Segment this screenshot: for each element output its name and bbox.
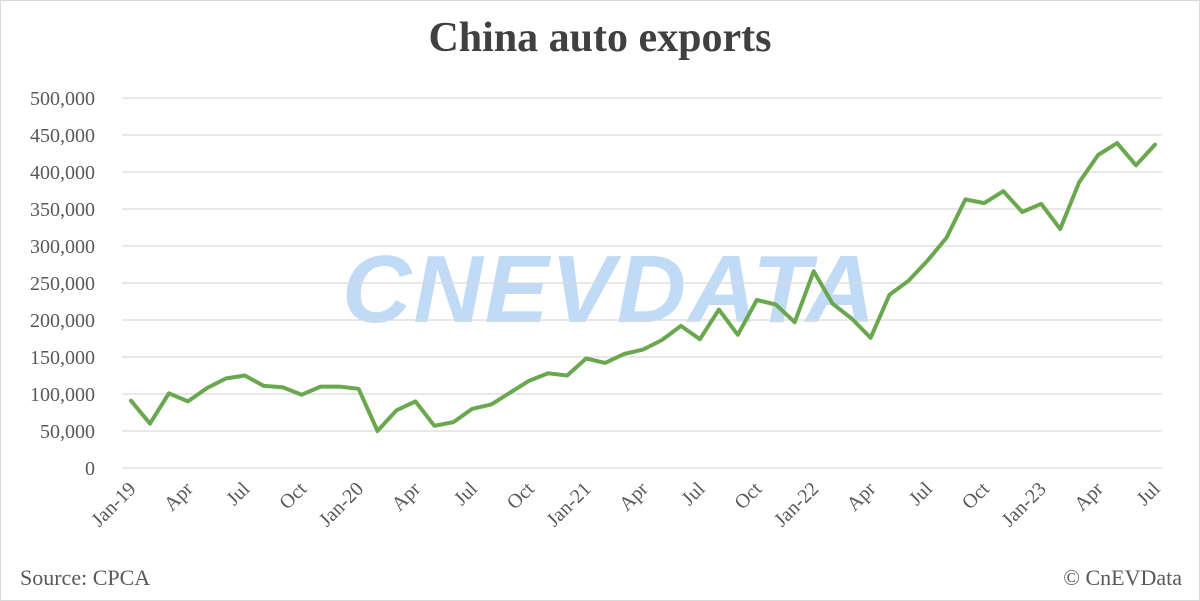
x-tick-label: Jan-20 [315, 478, 368, 531]
x-tick-label: Oct [275, 478, 311, 514]
x-tick-label: Apr [843, 478, 881, 516]
x-tick-label: Jul [677, 478, 709, 510]
series-line [129, 141, 1157, 433]
x-tick-label: Jul [905, 478, 937, 510]
x-tick-label: Oct [730, 478, 766, 514]
x-tick-label: Oct [503, 478, 539, 514]
y-tick-label: 200,000 [30, 310, 95, 332]
x-tick-label: Jan-21 [542, 478, 595, 531]
x-tick-label: Oct [958, 478, 994, 514]
y-tick-label: 300,000 [30, 236, 95, 258]
x-tick-label: Jul [450, 478, 482, 510]
x-tick-label: Jul [222, 478, 254, 510]
x-axis: Jan-19 Apr Jul Oct Jan-20 Apr Jul Oct Jan-21 Apr J… [87, 478, 1165, 532]
x-tick-label: Jan-22 [770, 478, 823, 531]
x-tick-label: Apr [160, 478, 198, 516]
y-tick-label: 150,000 [30, 347, 95, 369]
y-tick-label: 100,000 [30, 384, 95, 406]
x-tick-label: Jan-23 [997, 478, 1050, 531]
watermark-text: CNEVDATA [342, 236, 877, 343]
y-tick-label: 400,000 [30, 162, 95, 184]
y-tick-label: 350,000 [30, 199, 95, 221]
y-tick-label: 250,000 [30, 273, 95, 295]
x-tick-label: Jan-19 [87, 478, 140, 531]
copyright-note: © CnEVData [1063, 565, 1182, 590]
y-tick-label: 450,000 [30, 125, 95, 147]
y-tick-label: 50,000 [40, 421, 95, 443]
series-layer [129, 141, 1157, 433]
y-tick-label: 0 [85, 458, 95, 480]
x-tick-label: Jul [1132, 478, 1164, 510]
chart-title: China auto exports [428, 15, 772, 61]
y-tick-label: 500,000 [30, 88, 95, 110]
source-note: Source: CPCA [20, 565, 151, 590]
x-tick-label: Apr [387, 478, 425, 516]
x-tick-label: Apr [615, 478, 653, 516]
y-axis: 0 50,000 100,000 150,000 200,000 250,000 300,0… [30, 88, 95, 480]
grid-layer [122, 97, 1162, 469]
x-tick-label: Apr [1070, 478, 1108, 516]
